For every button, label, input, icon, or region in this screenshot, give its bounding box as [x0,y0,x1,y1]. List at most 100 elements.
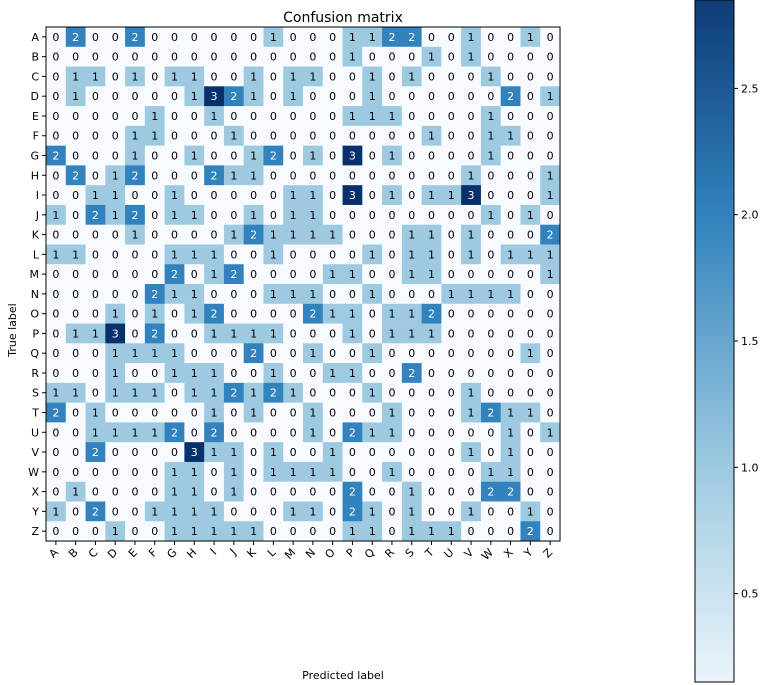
x-tick-label-U: U [442,546,457,561]
cell-label-J-N: 1 [309,209,316,222]
cell-T-F [144,402,166,423]
cell-A-T [421,27,442,48]
cell-W-T [421,461,442,483]
cell-label-X-Y: 0 [527,486,534,499]
cell-label-E-Z: 0 [547,110,554,123]
cell-S-U [441,382,462,404]
cell-S-M [283,382,304,404]
cell-label-L-P: 0 [349,248,356,261]
cell-J-B [65,204,86,226]
cell-D-E [125,86,146,107]
cell-label-G-N: 1 [309,150,316,163]
cell-D-W [480,86,502,107]
cell-R-C [85,363,106,384]
cell-label-G-K: 1 [250,150,257,163]
cell-label-Z-E: 0 [131,525,138,538]
cell-label-Z-V: 0 [468,525,475,538]
cell-label-O-N: 2 [309,308,316,321]
cell-label-T-U: 0 [448,407,455,420]
cell-H-E [125,165,146,186]
cell-label-E-R: 1 [388,110,395,123]
cell-I-F [144,185,166,206]
cell-Y-S [401,501,423,522]
cell-label-Z-C: 0 [92,525,99,538]
cell-label-L-M: 0 [290,248,297,261]
cell-E-N [303,106,324,127]
cell-B-S [401,46,423,67]
cell-label-T-A: 2 [52,407,59,420]
cell-O-G [164,303,185,324]
cell-label-F-B: 0 [72,130,79,143]
cell-S-Z [540,382,561,404]
cell-label-R-M: 0 [290,367,297,380]
cell-label-S-J: 2 [230,387,237,400]
cell-label-K-G: 0 [171,229,178,242]
cell-label-Y-H: 1 [191,505,198,518]
cell-Q-Z [540,343,561,364]
cell-label-K-E: 1 [131,229,138,242]
cell-A-J [223,27,245,48]
cell-label-F-R: 0 [388,130,395,143]
cell-label-I-F: 0 [151,189,158,202]
cell-X-N [303,481,324,502]
cell-label-S-U: 0 [448,387,455,400]
cell-E-X [500,106,521,127]
cell-A-F [144,27,166,48]
cell-F-T [421,125,442,147]
cell-label-M-H: 0 [191,268,198,281]
cell-label-M-Z: 1 [547,268,554,281]
cell-label-Y-J: 0 [230,505,237,518]
cell-I-X [500,185,521,206]
cell-O-W [480,303,502,324]
cell-label-M-A: 0 [52,268,59,281]
cell-label-Z-O: 0 [329,525,336,538]
cell-label-R-K: 0 [250,367,257,380]
cell-P-U [441,323,462,344]
cell-X-C [85,481,106,502]
cell-label-F-M: 0 [290,130,297,143]
cell-label-K-O: 1 [329,229,336,242]
cell-label-C-Q: 1 [369,70,376,83]
cell-label-K-F: 0 [151,229,158,242]
cell-E-C [85,106,106,127]
cell-S-K [243,382,264,404]
cell-O-J [223,303,245,324]
cell-N-O [322,284,343,305]
cell-P-D [105,323,126,344]
cell-T-N [303,402,324,423]
cell-M-X [500,264,521,285]
cell-label-Z-Z: 0 [547,525,554,538]
cell-W-R [382,461,403,483]
cell-K-S [401,224,423,245]
cell-label-H-S: 0 [408,169,415,182]
cell-label-S-T: 0 [428,387,435,400]
cell-J-W [480,204,502,226]
cell-label-B-X: 0 [507,51,514,64]
cell-W-H [184,461,205,483]
cell-X-T [421,481,442,502]
cell-X-O [322,481,343,502]
cell-O-V [461,303,482,324]
cell-L-B [65,244,86,265]
cell-N-L [263,284,284,305]
cell-label-H-L: 0 [270,169,277,182]
cell-label-D-P: 0 [349,90,356,103]
cell-label-K-D: 0 [112,229,119,242]
cell-label-N-L: 1 [270,288,277,301]
cell-U-W [480,422,502,443]
cell-label-V-V: 1 [468,446,475,459]
cell-J-H [184,204,205,226]
cell-W-I [204,461,225,483]
cell-label-E-K: 0 [250,110,257,123]
cell-S-G [164,382,185,404]
cell-L-S [401,244,423,265]
cell-A-L [263,27,284,48]
cell-label-E-T: 0 [428,110,435,123]
cell-label-T-K: 1 [250,407,257,420]
cell-X-P [342,481,363,502]
cell-label-O-A: 0 [52,308,59,321]
cell-I-C [85,185,106,206]
cell-label-W-H: 1 [191,466,198,479]
cell-O-X [500,303,521,324]
cell-label-S-W: 0 [487,387,494,400]
